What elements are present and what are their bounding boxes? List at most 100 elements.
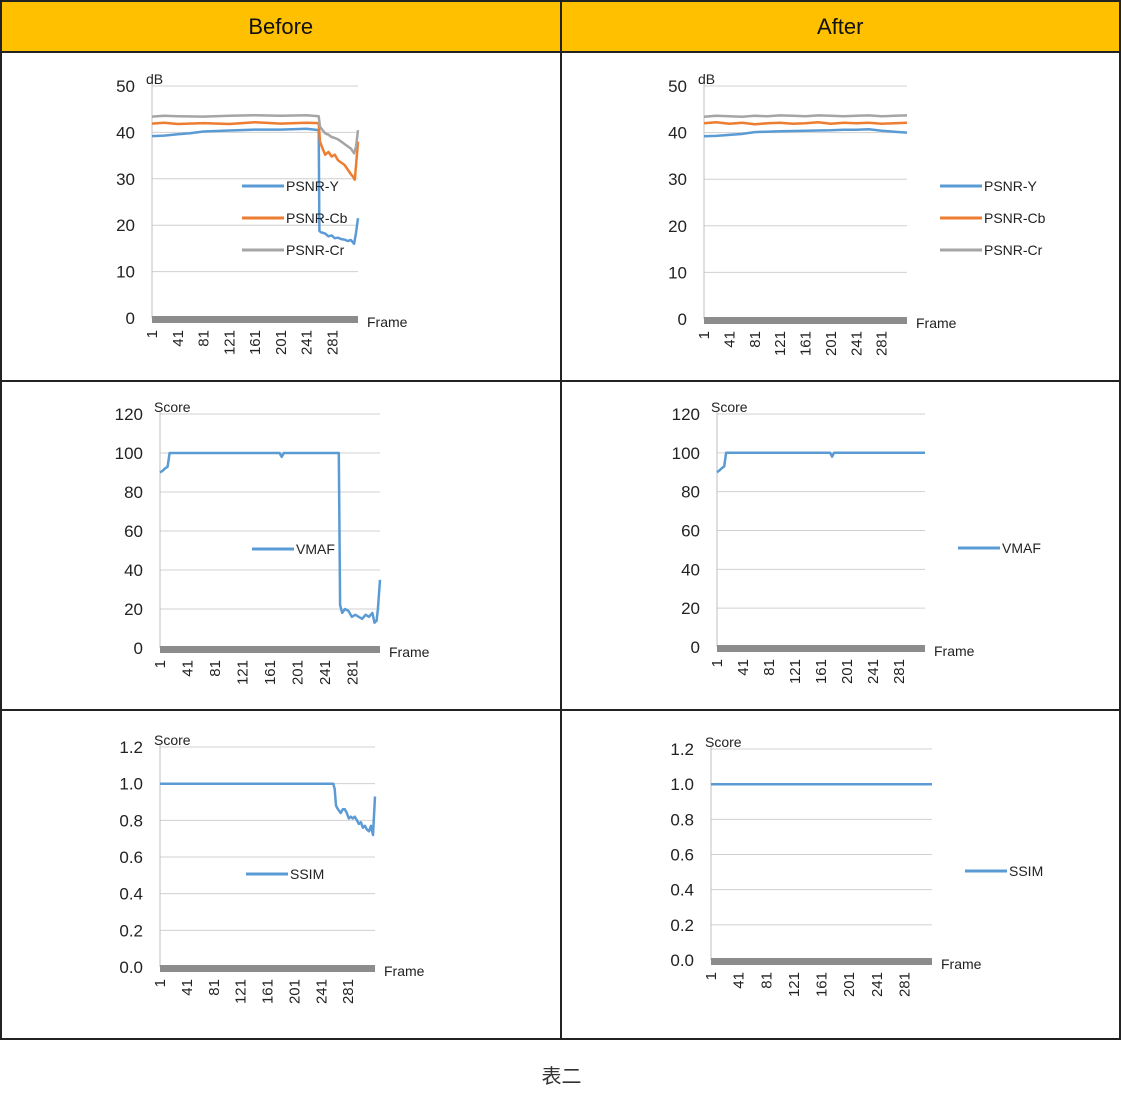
ssim-row: 0.0 0.2 0.4 0.6 0.8 1.0 1.2 Score Frame 1 41 81 121 1… <box>0 711 1121 1040</box>
y-tick-label: 100 <box>115 444 143 463</box>
y-tick-label: 1.2 <box>119 738 143 757</box>
y-tick-label: 0.2 <box>670 916 694 935</box>
legend-label-psnr-y: PSNR-Y <box>286 178 340 194</box>
y-tick-label: 10 <box>668 263 687 282</box>
y-tick-label: 10 <box>116 263 135 282</box>
psnr-before-chart: 0 10 20 30 40 50 dB Frame 1 41 81 121 161 201 241 281 PS… <box>116 71 408 355</box>
y-tick-label: 120 <box>115 405 143 424</box>
y-tick-label: 80 <box>124 483 143 502</box>
y-tick-label: 20 <box>116 216 135 235</box>
x-axis-bar <box>710 958 932 965</box>
series-line-psnr-y <box>151 127 360 246</box>
y-unit-label: Score <box>154 732 191 748</box>
y-unit-label: dB <box>146 71 163 87</box>
y-tick-label: 60 <box>124 522 143 541</box>
x-tick-label: 81 <box>207 660 224 677</box>
series-line-psnr-cb <box>703 121 907 126</box>
x-tick-label: 41 <box>179 979 196 996</box>
y-tick-label: 20 <box>668 217 687 236</box>
x-axis-label: Frame <box>941 956 982 972</box>
x-tick-label: 1 <box>152 660 169 668</box>
y-unit-label: Score <box>154 399 191 415</box>
legend-label-vmaf: VMAF <box>296 541 335 557</box>
x-axis-bar <box>160 965 375 972</box>
y-tick-label: 0 <box>134 639 143 658</box>
x-tick-label: 41 <box>170 330 187 347</box>
x-tick-label: 161 <box>813 972 830 997</box>
x-tick-label: 201 <box>273 330 290 355</box>
x-tick-label: 241 <box>865 659 882 684</box>
y-tick-label: 40 <box>681 560 700 579</box>
x-tick-label: 201 <box>286 979 303 1004</box>
after-header: After <box>561 0 1121 53</box>
psnr-after-cell: 0 10 20 30 40 50 dB Frame 1 41 81 121 161 201 241 281 PS… <box>561 53 1121 382</box>
y-tick-label: 0.8 <box>119 811 143 830</box>
x-tick-label: 161 <box>797 331 814 356</box>
y-tick-label: 80 <box>681 483 700 502</box>
x-axis-bar <box>716 645 925 652</box>
series-line-psnr-y <box>703 128 907 138</box>
y-tick-label: 30 <box>668 170 687 189</box>
series-line-ssim <box>160 782 377 837</box>
psnr-after-chart: 0 10 20 30 40 50 dB Frame 1 41 81 121 161 201 241 281 PS… <box>668 71 1046 356</box>
x-tick-label: 121 <box>235 660 252 685</box>
series-line-psnr-cb <box>151 120 360 181</box>
y-tick-label: 50 <box>668 77 687 96</box>
ssim-after-cell: 0.0 0.2 0.4 0.6 0.8 1.0 1.2 Score Frame 1 41 81 121 1… <box>561 711 1121 1040</box>
y-tick-label: 0.2 <box>119 921 143 940</box>
y-tick-label: 40 <box>124 561 143 580</box>
psnr-before-cell: 0 10 20 30 40 50 dB Frame 1 41 81 121 161 201 241 281 PS… <box>0 53 562 382</box>
y-tick-label: 0 <box>126 309 135 328</box>
vmaf-row: 0 20 40 60 80 100 120 Score Frame 1 41 81 121 161 201 2… <box>0 382 1121 711</box>
x-tick-label: 81 <box>761 659 778 676</box>
y-tick-label: 1.0 <box>119 775 143 794</box>
x-tick-label: 161 <box>262 660 279 685</box>
x-tick-label: 241 <box>868 972 885 997</box>
legend-label-psnr-cr: PSNR-Cr <box>984 242 1043 258</box>
table-caption: 表二 <box>541 1064 582 1088</box>
x-tick-label: 241 <box>848 331 865 356</box>
x-tick-label: 241 <box>313 979 330 1004</box>
x-tick-label: 241 <box>299 330 316 355</box>
legend-label-ssim: SSIM <box>290 866 324 882</box>
x-tick-label: 281 <box>891 659 908 684</box>
y-tick-label: 0.0 <box>670 951 694 970</box>
vmaf-before-chart: 0 20 40 60 80 100 120 Score Frame 1 41 81 121 161 201 2… <box>115 399 430 685</box>
x-axis-label: Frame <box>367 314 408 330</box>
x-tick-label: 121 <box>221 330 238 355</box>
x-tick-label: 161 <box>260 979 277 1004</box>
x-tick-label: 1 <box>703 972 720 980</box>
y-tick-label: 0.8 <box>670 810 694 829</box>
x-tick-label: 1 <box>709 659 726 667</box>
x-axis-label: Frame <box>389 644 430 660</box>
x-tick-label: 121 <box>785 972 802 997</box>
x-tick-label: 281 <box>324 330 341 355</box>
x-tick-label: 281 <box>896 972 913 997</box>
ssim-after-chart: 0.0 0.2 0.4 0.6 0.8 1.0 1.2 Score Frame 1 41 81 121 1… <box>670 734 1043 997</box>
y-tick-label: 30 <box>116 170 135 189</box>
y-tick-label: 0.6 <box>119 848 143 867</box>
vmaf-after-cell: 0 20 40 60 80 100 120 Score Frame 1 41 81 121 161 201 2… <box>561 382 1121 711</box>
x-tick-label: 121 <box>772 331 789 356</box>
series-line-psnr-cr <box>703 114 907 119</box>
y-tick-label: 50 <box>116 77 135 96</box>
x-tick-label: 201 <box>839 659 856 684</box>
x-tick-label: 41 <box>735 659 752 676</box>
x-tick-label: 161 <box>247 330 264 355</box>
x-tick-label: 201 <box>822 331 839 356</box>
x-tick-label: 41 <box>721 331 738 348</box>
x-tick-label: 81 <box>758 972 775 989</box>
y-tick-label: 60 <box>681 522 700 541</box>
y-unit-label: Score <box>705 734 742 750</box>
legend-label-vmaf: VMAF <box>1002 540 1041 556</box>
vmaf-before-cell: 0 20 40 60 80 100 120 Score Frame 1 41 81 121 161 201 2… <box>0 382 562 711</box>
x-tick-label: 81 <box>746 331 763 348</box>
y-tick-label: 0.4 <box>119 885 143 904</box>
x-axis-bar <box>703 317 907 324</box>
comparison-table: Before After 0 10 20 30 40 50 dB Frame 1 41 81 121 1… <box>0 0 1121 1040</box>
x-axis-bar <box>152 316 358 323</box>
y-tick-label: 120 <box>671 405 699 424</box>
y-tick-label: 0 <box>690 638 699 657</box>
y-tick-label: 40 <box>668 124 687 143</box>
y-tick-label: 20 <box>681 599 700 618</box>
